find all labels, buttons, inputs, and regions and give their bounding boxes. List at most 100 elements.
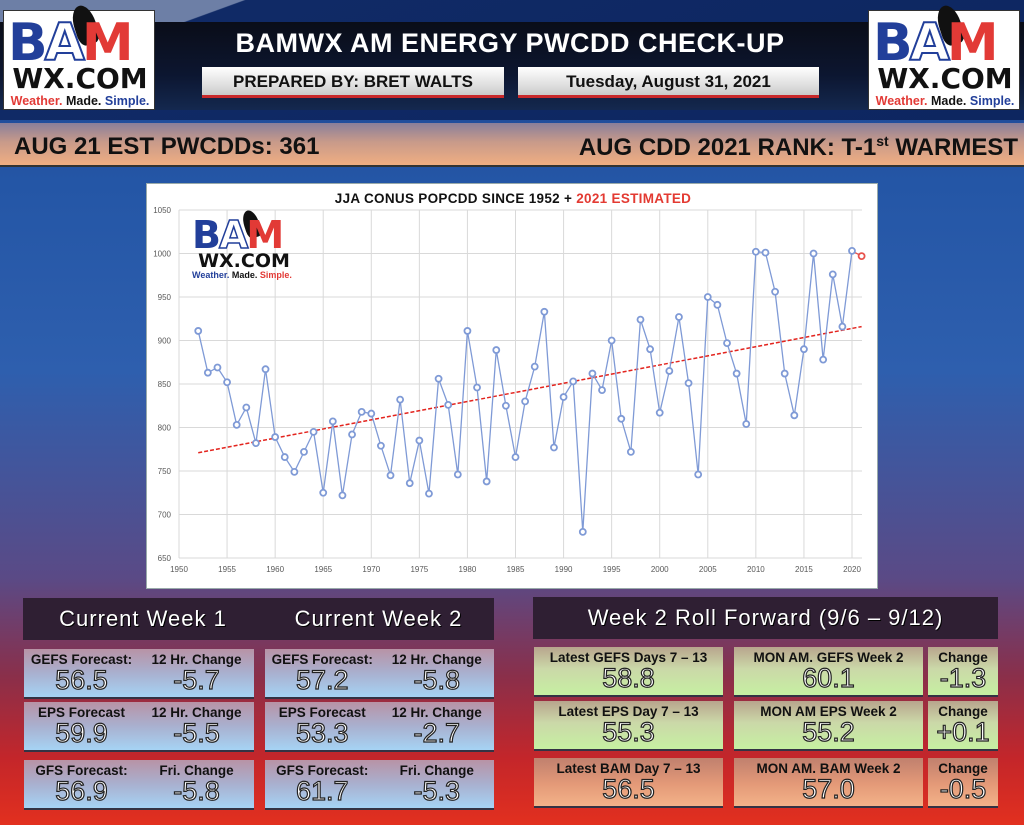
forecast-value: 59.9 <box>55 717 109 748</box>
svg-text:1990: 1990 <box>555 565 573 574</box>
svg-text:1965: 1965 <box>314 565 332 574</box>
forecast-label: GFS Forecast: <box>35 763 128 778</box>
mon-value: 60.1 <box>802 662 856 693</box>
current-week-1-heading: Current Week 1 <box>59 606 227 631</box>
change-label: Fri. Change <box>399 763 474 778</box>
change-label: Change <box>938 704 988 719</box>
week1-gfs-card: GFS Forecast: Fri. Change 56.9 -5.8 <box>24 760 254 810</box>
svg-text:1050: 1050 <box>153 206 171 215</box>
stats-banner <box>0 123 1024 167</box>
mon-value: 55.2 <box>802 716 856 747</box>
svg-text:1955: 1955 <box>218 565 236 574</box>
logo-bam-text: BAM <box>192 213 284 257</box>
svg-text:750: 750 <box>158 467 172 476</box>
change-label: 12 Hr. Change <box>391 705 482 720</box>
mon-eps-card: MON AM EPS Week 2 55.2 <box>734 701 923 751</box>
forecast-value: 56.9 <box>55 775 109 806</box>
change-value: -5.8 <box>413 664 461 695</box>
eps-change-card: Change +0.1 <box>928 701 998 751</box>
week2-gefs-card: GEFS Forecast: 12 Hr. Change 57.2 -5.8 <box>265 649 494 699</box>
forecast-value: 61.7 <box>295 775 349 806</box>
svg-text:1995: 1995 <box>603 565 621 574</box>
week1-eps-card: EPS Forecast 12 Hr. Change 59.9 -5.5 <box>24 702 254 752</box>
latest-value: 58.8 <box>602 662 656 693</box>
aug-cdd-rank: AUG CDD 2021 RANK: T-1st WARMEST <box>578 133 1018 161</box>
svg-text:1000: 1000 <box>153 250 171 259</box>
svg-text:850: 850 <box>158 380 172 389</box>
chart-watermark-logo: BAM WX.COM Weather. Made. Simple. <box>192 208 300 282</box>
change-label: 12 Hr. Change <box>391 652 482 667</box>
svg-text:1985: 1985 <box>507 565 525 574</box>
logo-wx-text: WX.COM <box>877 62 1013 95</box>
svg-text:2000: 2000 <box>651 565 669 574</box>
latest-label: Latest BAM Day 7 – 13 <box>556 761 701 776</box>
change-label: Change <box>938 761 988 776</box>
date-label: Tuesday, August 31, 2021 <box>518 67 819 98</box>
prepared-by-label: PREPARED BY: BRET WALTS <box>202 67 504 98</box>
bam-change-card: Change -0.5 <box>928 758 998 808</box>
week1-gefs-card: GEFS Forecast: 12 Hr. Change 56.5 -5.7 <box>24 649 254 699</box>
svg-text:950: 950 <box>158 293 172 302</box>
forecast-label: GEFS Forecast: <box>271 652 373 667</box>
logo-wx-text: WX.COM <box>12 62 148 95</box>
mon-gefs-card: MON AM. GEFS Week 2 60.1 <box>734 647 923 697</box>
roll-forward-heading: Week 2 Roll Forward (9/6 – 9/12) <box>533 597 998 639</box>
forecast-value: 57.2 <box>295 664 349 695</box>
latest-label: Latest GEFS Days 7 – 13 <box>549 650 708 665</box>
svg-text:1960: 1960 <box>266 565 284 574</box>
change-value: +0.1 <box>936 716 991 747</box>
change-value: -5.3 <box>413 775 461 806</box>
change-value: -1.3 <box>939 662 987 693</box>
mon-label: MON AM. GEFS Week 2 <box>753 650 904 665</box>
latest-value: 56.5 <box>602 773 656 804</box>
latest-gefs-card: Latest GEFS Days 7 – 13 58.8 <box>534 647 723 697</box>
mon-value: 57.0 <box>802 773 856 804</box>
svg-text:2020: 2020 <box>843 565 861 574</box>
change-value: -0.5 <box>939 773 987 804</box>
mon-bam-card: MON AM. BAM Week 2 57.0 <box>734 758 923 808</box>
forecast-value: 56.5 <box>55 664 109 695</box>
forecast-value: 53.3 <box>295 717 349 748</box>
page-title: BAMWX AM ENERGY PWCDD CHECK-UP <box>235 28 785 58</box>
svg-text:700: 700 <box>158 511 172 520</box>
popcdd-chart: 650 700 750 800 850 900 950 1000 1050 1950 1955 196… <box>146 183 878 589</box>
logo-wx-text: WX.COM <box>198 250 290 272</box>
logo-bam-text: BAM <box>873 13 999 73</box>
change-value: -5.5 <box>173 717 221 748</box>
change-value: -5.7 <box>173 664 221 695</box>
forecast-label: GFS Forecast: <box>276 763 369 778</box>
svg-text:1950: 1950 <box>170 565 188 574</box>
current-weeks-header: Current Week 1 Current Week 2 <box>23 598 494 640</box>
svg-text:800: 800 <box>158 424 172 433</box>
logo-tagline: Weather. Made. Simple. <box>875 94 1015 108</box>
forecast-label: EPS Forecast <box>278 705 366 720</box>
change-label: 12 Hr. Change <box>151 652 242 667</box>
latest-value: 55.3 <box>602 716 656 747</box>
latest-label: Latest EPS Day 7 – 13 <box>558 704 699 719</box>
change-value: -2.7 <box>413 717 461 748</box>
bamwx-logo-right: BAM WX.COM Weather. Made. Simple. <box>868 2 1020 110</box>
svg-text:1980: 1980 <box>459 565 477 574</box>
logo-tagline: Weather. Made. Simple. <box>192 270 292 280</box>
svg-text:2005: 2005 <box>699 565 717 574</box>
change-value: -5.8 <box>173 775 221 806</box>
chart-title: JJA CONUS POPCDD SINCE 1952 + 2021 ESTIM… <box>334 191 692 206</box>
svg-text:1970: 1970 <box>362 565 380 574</box>
svg-text:2010: 2010 <box>747 565 765 574</box>
mon-label: MON AM EPS Week 2 <box>760 704 897 719</box>
svg-text:900: 900 <box>158 337 172 346</box>
aug-est-pwcdds: AUG 21 EST PWCDDs: 361 <box>14 133 320 160</box>
change-label: 12 Hr. Change <box>151 705 242 720</box>
logo-bam-text: BAM <box>8 13 134 73</box>
svg-text:1975: 1975 <box>410 565 428 574</box>
week2-gfs-card: GFS Forecast: Fri. Change 61.7 -5.3 <box>265 760 494 810</box>
svg-text:2015: 2015 <box>795 565 813 574</box>
gefs-change-card: Change -1.3 <box>928 647 998 697</box>
forecast-label: GEFS Forecast: <box>30 652 133 667</box>
svg-text:650: 650 <box>158 554 172 563</box>
header-band <box>0 22 1024 110</box>
mon-label: MON AM. BAM Week 2 <box>756 761 901 776</box>
current-week-2-heading: Current Week 2 <box>294 606 463 631</box>
latest-eps-card: Latest EPS Day 7 – 13 55.3 <box>534 701 723 751</box>
bamwx-logo-left: BAM WX.COM Weather. Made. Simple. <box>3 2 155 110</box>
